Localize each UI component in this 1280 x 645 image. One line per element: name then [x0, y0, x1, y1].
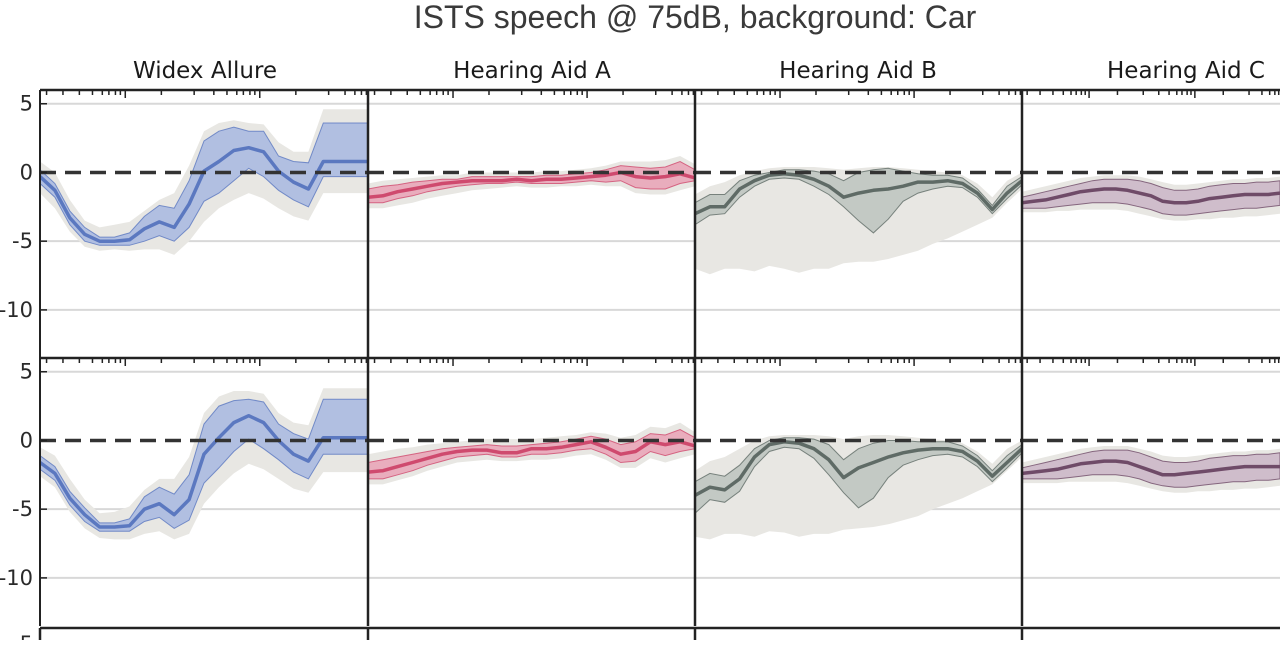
confidence-band — [1022, 449, 1280, 488]
series-line-hearing-aid-c — [1022, 187, 1280, 205]
y-tick-label: 5 — [20, 360, 33, 384]
series-line-hearing-aid-a — [368, 440, 695, 474]
y-tick-label: 0 — [20, 428, 33, 452]
confidence-band — [695, 167, 1022, 234]
y-tick-label: -10 — [0, 566, 33, 590]
panel-hearing-aid-c-row-1 — [1022, 88, 1280, 311]
y-tick-label: -10 — [0, 298, 33, 322]
column-title-hearing-aid-c: Hearing Aid C — [1107, 58, 1265, 84]
panel-hearing-aid-b-row-2 — [695, 356, 1022, 579]
series-line-widex-allure — [40, 413, 368, 529]
chart-title: ISTS speech @ 75dB, background: Car — [414, 0, 977, 35]
column-titles: Widex Allure Hearing Aid A Hearing Aid B He… — [133, 58, 1265, 84]
column-title-hearing-aid-b: Hearing Aid B — [779, 58, 937, 84]
column-title-widex-allure: Widex Allure — [133, 58, 277, 84]
column-title-hearing-aid-a: Hearing Aid A — [453, 58, 611, 84]
panel-widex-allure-row-1 — [40, 88, 368, 311]
confidence-band — [695, 437, 1022, 514]
y-tick-labels: 5 0 -5 -10 5 0 -5 -10 5 — [0, 92, 33, 645]
series-line-hearing-aid-b — [695, 440, 1022, 497]
series-line-hearing-aid-a — [368, 170, 695, 199]
confidence-band — [40, 122, 368, 246]
series-line-hearing-aid-b — [695, 172, 1022, 216]
confidence-band — [40, 398, 368, 532]
y-tick-label: -5 — [12, 497, 33, 521]
panel-hearing-aid-a-row-1 — [368, 88, 695, 311]
panels-group — [38, 88, 1280, 640]
series-line-hearing-aid-c — [1022, 459, 1280, 477]
panel-hearing-aid-b-row-1 — [695, 88, 1022, 311]
y-tick-label: 5 — [20, 92, 33, 116]
y-tick-label: -5 — [12, 229, 33, 253]
panel-hearing-aid-a-row-2 — [368, 356, 695, 579]
y-tick-label: 0 — [20, 160, 33, 184]
panel-hearing-aid-c-row-2 — [1022, 356, 1280, 579]
y-tick-label: 5 — [20, 632, 33, 640]
panel-widex-allure-row-2 — [40, 356, 368, 579]
confidence-band — [368, 428, 695, 480]
